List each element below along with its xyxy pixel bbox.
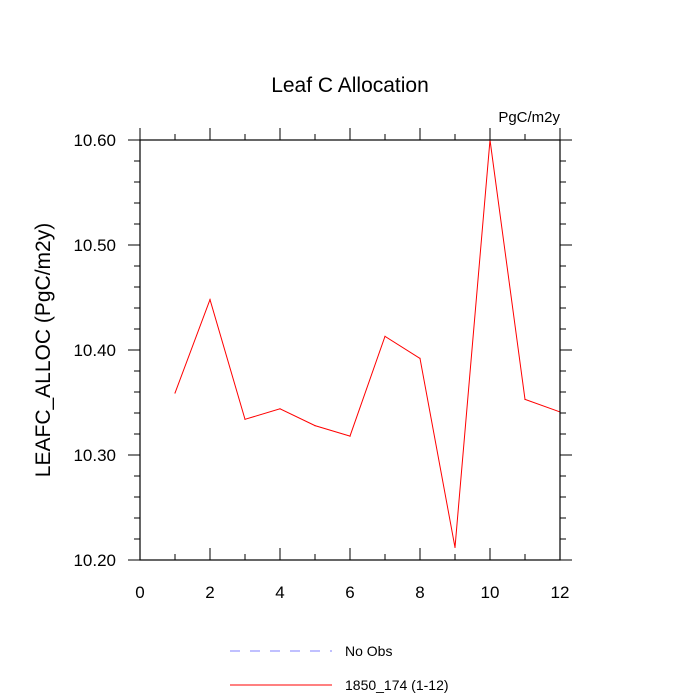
x-tick-label: 10 — [481, 583, 500, 602]
major-ticks — [128, 128, 572, 561]
x-tick-label: 8 — [415, 583, 424, 602]
data-point — [454, 546, 456, 549]
legend: No Obs 1850_174 (1-12) — [230, 643, 449, 693]
series-layer — [174, 139, 561, 549]
y-tick-label: 10.30 — [73, 446, 116, 465]
data-point — [524, 398, 526, 400]
x-tick-label: 6 — [345, 583, 354, 602]
data-point — [209, 299, 211, 301]
data-point — [244, 418, 246, 420]
y-tick-label: 10.60 — [73, 131, 116, 150]
x-tick-label: 4 — [275, 583, 284, 602]
data-point — [174, 392, 176, 394]
x-tick-label: 12 — [551, 583, 570, 602]
y-tick-labels: 10.20 10.30 10.40 10.50 10.60 — [73, 131, 116, 570]
y-tick-label: 10.20 — [73, 551, 116, 570]
data-point — [349, 435, 351, 437]
x-tick-labels: 0 2 4 6 8 10 12 — [135, 583, 569, 602]
series-line — [174, 139, 561, 548]
x-tick-label: 0 — [135, 583, 144, 602]
y-tick-label: 10.40 — [73, 341, 116, 360]
data-point — [384, 335, 386, 337]
data-point — [419, 357, 421, 359]
x-tick-label: 2 — [205, 583, 214, 602]
legend-label-no-obs: No Obs — [345, 643, 392, 659]
data-point — [279, 408, 281, 410]
y-tick-label: 10.50 — [73, 236, 116, 255]
units-label: PgC/m2y — [498, 109, 560, 126]
y-axis-label: LEAFC_ALLOC (PgC/m2y) — [32, 223, 55, 477]
chart-title: Leaf C Allocation — [271, 74, 429, 97]
plot-frame — [139, 139, 561, 561]
data-point — [314, 425, 316, 427]
legend-label-1850-174: 1850_174 (1-12) — [345, 677, 449, 693]
minor-ticks — [134, 134, 566, 560]
